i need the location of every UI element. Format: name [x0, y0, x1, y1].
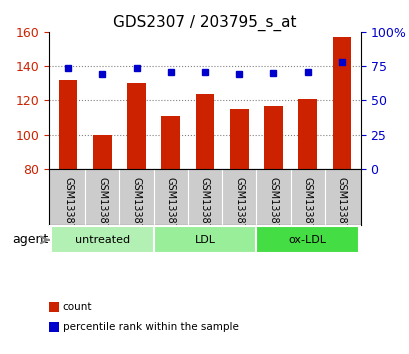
Text: GSM133875: GSM133875: [200, 177, 209, 236]
Text: count: count: [63, 302, 92, 312]
Text: GSM133872: GSM133872: [97, 177, 107, 236]
Bar: [298, 99, 317, 169]
Bar: [256, 226, 358, 253]
Bar: [161, 116, 180, 169]
Text: untreated: untreated: [74, 235, 130, 245]
Bar: [51, 226, 153, 253]
Bar: [127, 83, 146, 169]
Bar: [153, 226, 256, 253]
Text: GSM133877: GSM133877: [268, 177, 278, 236]
Bar: [92, 135, 111, 169]
Text: ox-LDL: ox-LDL: [288, 235, 326, 245]
Title: GDS2307 / 203795_s_at: GDS2307 / 203795_s_at: [113, 14, 296, 30]
Text: GSM133874: GSM133874: [165, 177, 175, 236]
Text: LDL: LDL: [194, 235, 215, 245]
Text: GSM133873: GSM133873: [131, 177, 141, 236]
Text: GSM133871: GSM133871: [63, 177, 73, 236]
Bar: [195, 93, 214, 169]
Text: percentile rank within the sample: percentile rank within the sample: [63, 322, 238, 332]
Text: GSM133879: GSM133879: [336, 177, 346, 236]
Text: GSM133876: GSM133876: [234, 177, 244, 236]
Bar: [263, 105, 282, 169]
Text: agent: agent: [12, 233, 48, 246]
Text: GSM133878: GSM133878: [302, 177, 312, 236]
Bar: [229, 109, 248, 169]
Bar: [58, 80, 77, 169]
Bar: [332, 37, 351, 169]
